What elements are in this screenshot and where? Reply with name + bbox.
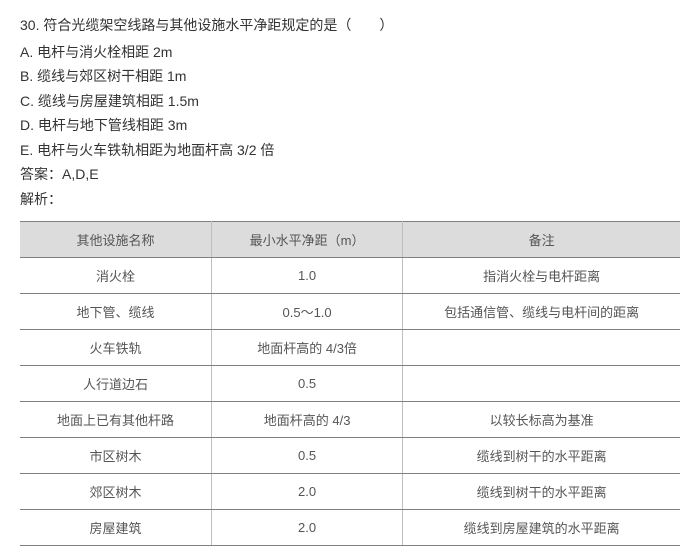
options-list: A. 电杆与消火栓相距 2m B. 缆线与郊区树干相距 1m C. 缆线与房屋建… [20, 40, 680, 163]
cell-name: 地面上已有其他杆路 [20, 402, 211, 438]
col-header-remark: 备注 [403, 222, 680, 258]
cell-remark: 缆线到树干的水平距离 [403, 474, 680, 510]
option-text: 电杆与地下管线相距 3m [38, 117, 187, 133]
cell-remark: 缆线到房屋建筑的水平距离 [403, 510, 680, 546]
question-number: 30. [20, 17, 39, 33]
option-letter: A. [20, 44, 33, 60]
option-a: A. 电杆与消火栓相距 2m [20, 40, 680, 65]
cell-dist: 地面杆高的 4/3倍 [211, 330, 402, 366]
table-row: 地下管、缆线 0.5～1.0 包括通信管、缆线与电杆间的距离 [20, 294, 680, 330]
option-letter: D. [20, 117, 34, 133]
table-row: 消火栓 1.0 指消火栓与电杆距离 [20, 258, 680, 294]
option-letter: C. [20, 93, 34, 109]
cell-name: 市区树木 [20, 438, 211, 474]
cell-remark: 以较长标高为基准 [403, 402, 680, 438]
cell-remark [403, 330, 680, 366]
cell-dist: 2.0 [211, 510, 402, 546]
option-b: B. 缆线与郊区树干相距 1m [20, 64, 680, 89]
clearance-table-wrap: 其他设施名称 最小水平净距（m） 备注 消火栓 1.0 指消火栓与电杆距离 地下… [20, 221, 680, 546]
cell-name: 人行道边石 [20, 366, 211, 402]
clearance-table: 其他设施名称 最小水平净距（m） 备注 消火栓 1.0 指消火栓与电杆距离 地下… [20, 221, 680, 546]
option-letter: B. [20, 68, 33, 84]
table-row: 地面上已有其他杆路 地面杆高的 4/3 以较长标高为基准 [20, 402, 680, 438]
question-text: 符合光缆架空线路与其他设施水平净距规定的是（ ） [43, 17, 393, 33]
cell-remark: 包括通信管、缆线与电杆间的距离 [403, 294, 680, 330]
answer-line: 答案：A,D,E [20, 162, 680, 187]
cell-name: 地下管、缆线 [20, 294, 211, 330]
option-text: 缆线与房屋建筑相距 1.5m [38, 93, 199, 109]
cell-dist: 0.5～1.0 [211, 294, 402, 330]
col-header-name: 其他设施名称 [20, 222, 211, 258]
option-text: 电杆与火车铁轨相距为地面杆高 3/2 倍 [37, 142, 274, 158]
table-header-row: 其他设施名称 最小水平净距（m） 备注 [20, 222, 680, 258]
cell-name: 火车铁轨 [20, 330, 211, 366]
table-row: 郊区树木 2.0 缆线到树干的水平距离 [20, 474, 680, 510]
cell-dist: 地面杆高的 4/3 [211, 402, 402, 438]
cell-dist: 2.0 [211, 474, 402, 510]
table-row: 市区树木 0.5 缆线到树干的水平距离 [20, 438, 680, 474]
cell-remark [403, 366, 680, 402]
cell-dist: 1.0 [211, 258, 402, 294]
option-e: E. 电杆与火车铁轨相距为地面杆高 3/2 倍 [20, 138, 680, 163]
cell-dist: 0.5 [211, 366, 402, 402]
option-letter: E. [20, 142, 33, 158]
answer-label: 答案： [20, 166, 62, 182]
table-body: 消火栓 1.0 指消火栓与电杆距离 地下管、缆线 0.5～1.0 包括通信管、缆… [20, 258, 680, 546]
cell-name: 房屋建筑 [20, 510, 211, 546]
col-header-dist: 最小水平净距（m） [211, 222, 402, 258]
cell-remark: 缆线到树干的水平距离 [403, 438, 680, 474]
answer-value: A,D,E [62, 166, 99, 182]
option-text: 电杆与消火栓相距 2m [37, 44, 172, 60]
table-row: 房屋建筑 2.0 缆线到房屋建筑的水平距离 [20, 510, 680, 546]
cell-name: 消火栓 [20, 258, 211, 294]
question-stem: 30. 符合光缆架空线路与其他设施水平净距规定的是（ ） [20, 14, 680, 38]
option-text: 缆线与郊区树干相距 1m [37, 68, 186, 84]
cell-dist: 0.5 [211, 438, 402, 474]
option-c: C. 缆线与房屋建筑相距 1.5m [20, 89, 680, 114]
table-row: 火车铁轨 地面杆高的 4/3倍 [20, 330, 680, 366]
analysis-label: 解析： [20, 187, 680, 212]
cell-remark: 指消火栓与电杆距离 [403, 258, 680, 294]
option-d: D. 电杆与地下管线相距 3m [20, 113, 680, 138]
cell-name: 郊区树木 [20, 474, 211, 510]
table-row: 人行道边石 0.5 [20, 366, 680, 402]
